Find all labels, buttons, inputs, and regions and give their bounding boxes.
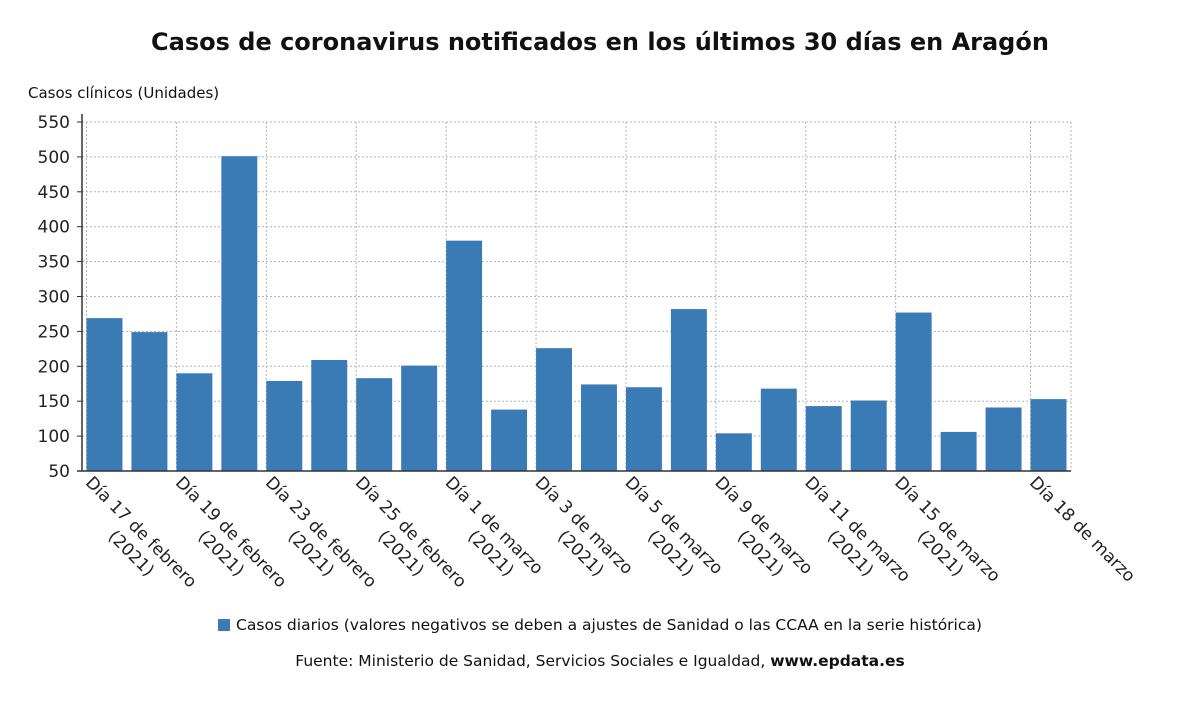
bar [311,360,348,471]
x-tick-label: Día 15 de marzo(2021) [890,473,1004,587]
bar [850,400,887,471]
bar [670,309,707,471]
source-text: Fuente: Ministerio de Sanidad, Servicios… [295,652,766,670]
bar [131,332,168,471]
bar [805,406,842,471]
y-tick-labels: 50 100 150 200 250 300 350 400 450 500 550 [38,113,70,482]
axes [77,114,1071,472]
y-tick-label: 450 [38,183,70,203]
y-tick-label: 500 [38,148,70,168]
legend-swatch [218,619,231,631]
bar [401,365,438,471]
legend-label: Casos diarios (valores negativos se debe… [236,616,982,634]
bar [760,388,797,471]
bar [266,380,303,471]
bar [895,312,932,471]
bar [625,387,662,471]
bar-chart: 50 100 150 200 250 300 350 400 450 500 550 Día 17 … [38,113,1139,592]
source-note: Fuente: Ministerio de Sanidad, Servicios… [0,652,1200,670]
bar [985,407,1022,471]
x-tick-label: Día 11 de marzo(2021) [800,473,914,587]
y-tick-label: 250 [38,322,70,342]
bar [580,384,617,471]
bar [536,348,573,471]
y-tick-label: 200 [38,357,70,377]
bar [491,409,528,471]
y-axis-label: Casos clínicos (Unidades) [28,84,220,102]
bar [86,318,123,471]
y-tick-label: 400 [38,218,70,238]
bar [1030,399,1067,471]
bar [715,433,752,471]
source-link[interactable]: www.epdata.es [770,652,905,670]
bar [446,240,483,471]
y-tick-label: 150 [38,392,70,412]
x-tick-label-line1: Día 18 de marzo [1025,473,1139,587]
x-tick-labels: Día 17 de febrero(2021) Día 19 de febrero… [81,473,1139,592]
y-tick-label: 550 [38,113,70,133]
x-tick-label: Día 18 de marzo [1025,473,1139,587]
y-tick-label: 50 [48,462,70,482]
y-tick-label: 300 [38,288,70,308]
y-tick-label: 350 [38,253,70,273]
bars [86,156,1067,471]
bar [356,378,393,471]
bar [221,156,258,471]
bar [176,373,213,471]
bar [940,431,977,471]
chart-title: Casos de coronavirus notificados en los … [151,28,1049,56]
y-tick-label: 100 [38,427,70,447]
legend: Casos diarios (valores negativos se debe… [0,616,1200,634]
